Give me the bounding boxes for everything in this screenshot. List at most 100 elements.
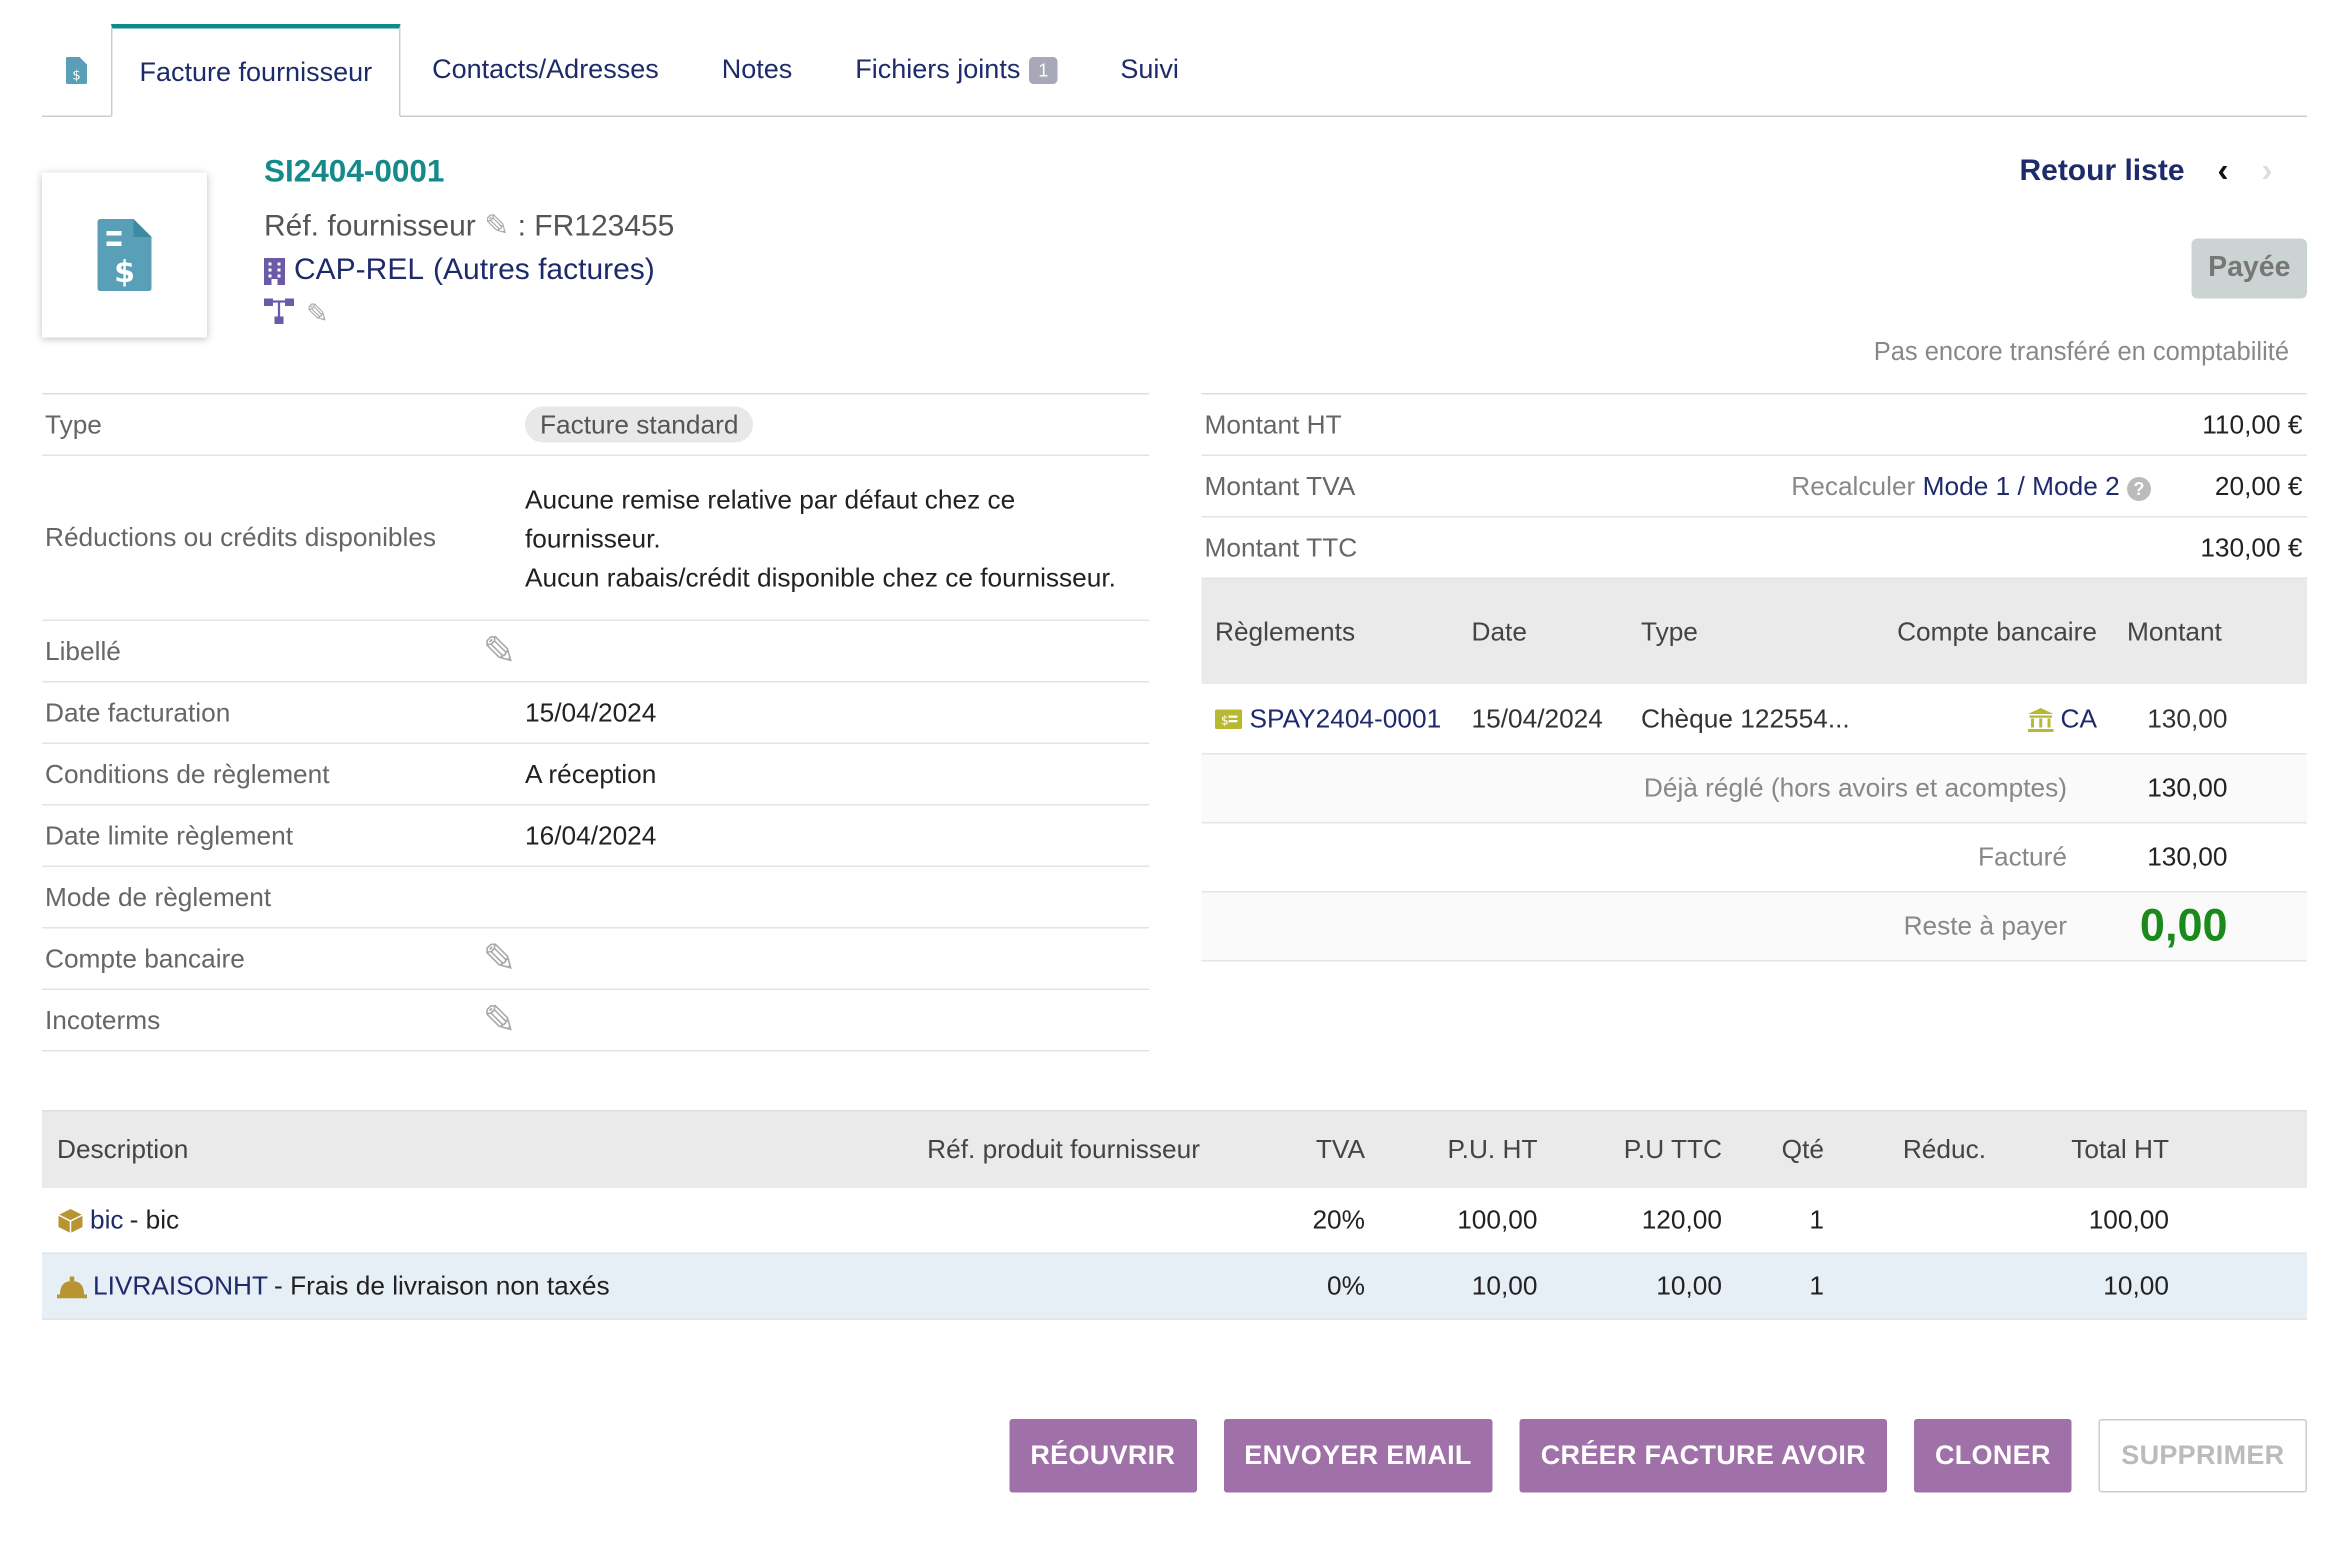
totals-table: Montant HT 110,00 € Montant TVA Recalcul… (1201, 393, 2307, 579)
line-description: - bic (129, 1204, 180, 1235)
deja-regle-row: Déjà réglé (hors avoirs et acomptes) 130… (1201, 754, 2307, 824)
tab-fichiers-joints[interactable]: Fichiers joints 1 (824, 24, 1089, 116)
tab-label: Contacts/Adresses (432, 54, 659, 84)
lines-header: Description Réf. produit fournisseur TVA… (42, 1110, 2307, 1188)
invoice-document-icon: $ (97, 219, 152, 291)
field-label: Réductions ou crédits disponibles (45, 522, 437, 552)
line-pu-ht: 100,00 (1457, 1204, 1538, 1235)
tab-facture-fournisseur[interactable]: Facture fournisseur (111, 24, 401, 117)
project-icons: ✎ (264, 298, 329, 331)
svg-text:$: $ (1221, 714, 1229, 728)
recalc-mode2-link[interactable]: Mode 2 (2032, 470, 2120, 501)
company-link[interactable]: CAP-REL (294, 253, 425, 287)
field-label: Type (45, 408, 102, 439)
field-libelle: Libellé ✎ (42, 621, 1149, 683)
edit-pencil-icon[interactable]: ✎ (306, 298, 329, 329)
payment-date: 15/04/2024 (1471, 703, 1603, 734)
field-value: 16/04/2024 (525, 819, 657, 850)
field-label: Mode de règlement (45, 881, 272, 912)
total-value: 110,00 € (2202, 408, 2303, 439)
field-type: Type Facture standard (42, 395, 1149, 456)
field-value: A réception (525, 758, 657, 789)
supplier-ref-value: : FR123455 (517, 210, 675, 243)
col-montant: Montant (2127, 615, 2222, 646)
chevron-left-icon[interactable]: ‹ (2217, 151, 2229, 190)
edit-pencil-icon[interactable]: ✎ (482, 996, 517, 1042)
tab-contacts[interactable]: Contacts/Adresses (401, 24, 691, 116)
field-incoterms: Incoterms ✎ (42, 990, 1149, 1052)
help-icon[interactable]: ? (2127, 476, 2151, 501)
sum-label: Reste à payer (1903, 910, 2067, 941)
line-description: - Frais de livraison non taxés (274, 1270, 610, 1301)
chevron-right-icon: › (2261, 151, 2273, 190)
product-box-icon (58, 1208, 83, 1233)
create-credit-note-button[interactable]: CRÉER FACTURE AVOIR (1519, 1419, 1887, 1493)
accounting-status: Pas encore transféré en comptabilité (1873, 337, 2289, 367)
col-reduc: Réduc. (1902, 1134, 1986, 1164)
tab-suivi[interactable]: Suivi (1089, 24, 1211, 116)
facture-row: Facturé 130,00 (1201, 823, 2307, 893)
product-link[interactable]: LIVRAISONHT (93, 1270, 269, 1301)
invoice-lines: Description Réf. produit fournisseur TVA… (42, 1110, 2307, 1320)
col-date: Date (1471, 615, 1527, 646)
sum-value: 130,00 (2147, 841, 2228, 872)
edit-pencil-icon[interactable]: ✎ (482, 627, 517, 673)
tab-label: Notes (721, 54, 793, 84)
field-label: Date limite règlement (45, 819, 294, 850)
tab-label: Fichiers joints (855, 54, 1021, 84)
type-pill: Facture standard (525, 405, 754, 442)
payments-table: Règlements Date Type Compte bancaire Mon… (1201, 579, 2307, 962)
col-compte: Compte bancaire (1897, 616, 2097, 647)
company-line: CAP-REL (Autres factures) (264, 254, 655, 289)
reopen-button[interactable]: RÉOUVRIR (1009, 1419, 1197, 1493)
payment-ref-link[interactable]: SPAY2404-0001 (1249, 703, 1442, 734)
line-tva: 20% (1312, 1204, 1365, 1235)
building-icon (264, 257, 285, 285)
clone-button[interactable]: CLONER (1913, 1419, 2072, 1493)
field-label: Incoterms (45, 1004, 161, 1035)
send-email-button[interactable]: ENVOYER EMAIL (1223, 1419, 1493, 1493)
payment-amount: 130,00 (2147, 703, 2228, 734)
tab-notes[interactable]: Notes (690, 24, 824, 116)
invoice-tab-icon[interactable]: $ (42, 24, 111, 116)
sum-value: 130,00 (2147, 772, 2228, 803)
line-tva: 0% (1327, 1270, 1365, 1301)
line-pu-ht: 10,00 (1471, 1270, 1538, 1301)
col-qte: Qté (1781, 1134, 1824, 1164)
reductions-note: Aucune remise relative par défaut chez c… (525, 483, 1016, 553)
bank-account-link[interactable]: CA (2060, 703, 2097, 734)
action-buttons: RÉOUVRIR ENVOYER EMAIL CRÉER FACTURE AVO… (1009, 1419, 2307, 1493)
tab-bar: $ Facture fournisseur Contacts/Adresses … (42, 24, 2307, 117)
other-invoices-link[interactable]: (Autres factures) (433, 253, 655, 287)
line-total: 10,00 (2103, 1270, 2169, 1301)
payments-header: Règlements Date Type Compte bancaire Mon… (1201, 579, 2307, 684)
total-label: Montant TVA (1204, 470, 1356, 501)
line-qte: 1 (1809, 1270, 1824, 1301)
sum-label: Facturé (1978, 841, 2067, 872)
table-row[interactable]: bic - bic 20% 100,00 120,00 1 100,00 (42, 1188, 2307, 1254)
service-bell-icon (57, 1275, 87, 1298)
col-tva: TVA (1315, 1134, 1365, 1164)
total-ttc-row: Montant TTC 130,00 € (1201, 518, 2307, 579)
back-to-list-link[interactable]: Retour liste (2019, 153, 2185, 187)
recalc-mode1-link[interactable]: Mode 1 (1922, 470, 2011, 501)
project-tree-icon[interactable] (264, 298, 297, 326)
col-total-ht: Total HT (2071, 1134, 2169, 1164)
line-pu-ttc: 120,00 (1641, 1204, 1722, 1235)
svg-text:$: $ (114, 255, 135, 290)
tab-label: Facture fournisseur (139, 56, 373, 87)
edit-pencil-icon[interactable]: ✎ (482, 935, 517, 981)
supplier-ref-label: Réf. fournisseur (264, 210, 476, 243)
table-row[interactable]: LIVRAISONHT - Frais de livraison non tax… (42, 1254, 2307, 1320)
attachment-count-badge: 1 (1029, 56, 1058, 84)
field-date-facturation: Date facturation 15/04/2024 (42, 683, 1149, 744)
invoice-fields: Type Facture standard Réductions ou créd… (42, 393, 1149, 1052)
invoice-ref: SI2404-0001 (264, 154, 445, 190)
col-pu-ht: P.U. HT (1447, 1134, 1538, 1164)
field-reductions: Réductions ou crédits disponibles Aucune… (42, 456, 1149, 621)
edit-pencil-icon[interactable]: ✎ (484, 210, 510, 243)
total-value: 130,00 € (2200, 531, 2303, 562)
col-description: Description (57, 1134, 189, 1164)
product-link[interactable]: bic (90, 1204, 124, 1235)
line-total: 100,00 (2088, 1204, 2169, 1235)
